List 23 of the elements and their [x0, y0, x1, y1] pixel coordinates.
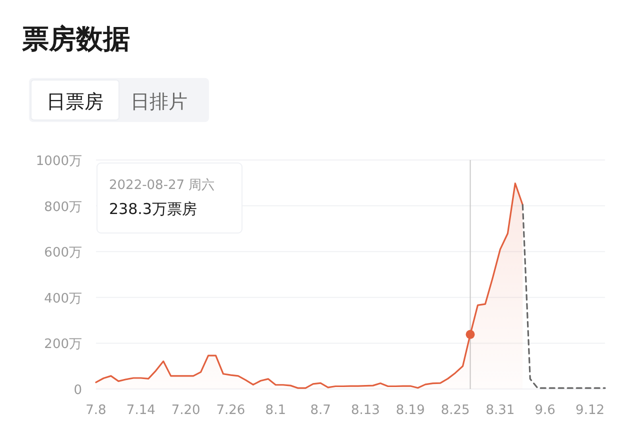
- x-tick-label: 8.13: [350, 403, 380, 418]
- chart-title: 票房数据: [21, 24, 130, 55]
- y-tick-label: 200万: [44, 337, 82, 352]
- y-tick-label: 800万: [44, 200, 82, 215]
- annotation: 2022-08-27 周六: [109, 178, 215, 193]
- x-tick-label: 8.1: [265, 403, 286, 418]
- x-tick-label: 9.6: [534, 403, 556, 418]
- y-tick-label: 0: [74, 383, 82, 398]
- x-tick-label: 8.7: [310, 403, 331, 418]
- x-tick-label: 9.12: [576, 403, 605, 418]
- annotation: 238.3万票房: [109, 200, 197, 218]
- x-tick-label: 7.14: [126, 403, 156, 418]
- text: 日排片: [130, 91, 188, 113]
- x-tick-label: 8.31: [486, 403, 515, 418]
- text: 日票房: [46, 91, 104, 113]
- x-tick-label: 7.8: [86, 403, 106, 418]
- y-tick-label: 600万: [44, 246, 82, 261]
- x-tick-label: 8.25: [440, 403, 470, 418]
- x-tick-label: 7.26: [216, 403, 246, 418]
- y-tick-label: 1000万: [36, 154, 82, 169]
- x-tick-label: 7.20: [171, 403, 200, 418]
- x-tick-label: 8.19: [396, 403, 425, 418]
- y-tick-label: 400万: [44, 291, 82, 306]
